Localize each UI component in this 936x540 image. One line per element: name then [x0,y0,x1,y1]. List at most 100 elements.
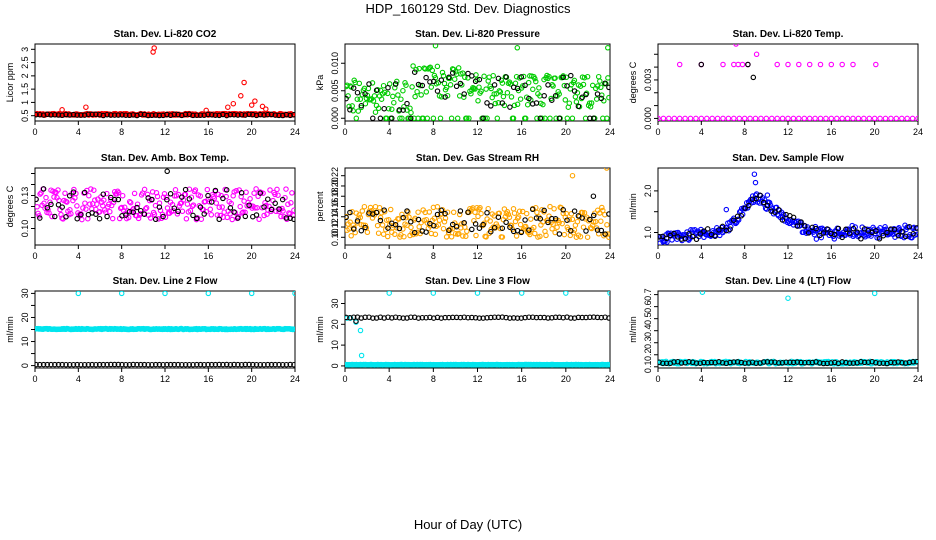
data-point [201,211,207,217]
data-point [575,103,582,110]
data-point [783,359,789,365]
y-axis-label: Licor ppm [5,63,15,103]
data-point [472,315,479,321]
data-point [850,115,856,121]
data-point [253,361,260,368]
data-point [560,74,566,81]
data-point [358,102,365,109]
data-point [283,361,290,368]
data-point [66,112,73,118]
chart-panel-4: Stan. Dev. Amb. Box Temp. 0 4 8 12 16 20 24 0.10… [5,153,300,261]
data-point [240,209,246,215]
data-point [483,86,489,92]
data-point [274,186,280,193]
data-point [408,115,414,121]
data-point [440,225,447,232]
data-point [491,314,498,320]
data-point [411,69,418,75]
data-point [70,361,77,368]
data-point [698,115,705,121]
data-point [806,61,813,68]
data-point [531,224,537,231]
data-point [354,89,361,96]
data-point [510,206,517,212]
data-point [253,186,259,192]
data-point [488,103,494,109]
data-point [115,196,122,203]
data-point [768,359,774,365]
x-tick-label: 24 [605,251,615,261]
y-tick-label: 0.10 [330,229,340,247]
data-point [55,112,62,118]
data-point [461,314,467,320]
data-point [48,361,54,368]
x-tick-label: 24 [913,127,923,137]
data-point [58,211,64,218]
data-point [603,168,610,171]
y-tick-label: 0 [20,363,30,368]
data-point [394,225,400,231]
data-point [577,233,584,240]
y-tick-label: 20 [330,319,340,329]
data-point [484,315,490,321]
data-point [96,111,103,118]
data-point [367,96,374,103]
data-point [880,232,887,239]
data-point [460,233,466,239]
data-point [42,205,48,211]
data-point [751,171,758,177]
data-point [358,227,365,234]
data-point [354,218,361,224]
data-points [658,171,918,245]
x-tick-label: 12 [160,374,170,384]
data-point [541,207,547,214]
data-point [501,206,508,212]
data-point [423,89,430,95]
data-point [899,115,905,121]
data-point [861,359,868,366]
data-point [461,94,467,100]
data-point [540,101,546,108]
data-point [123,112,129,118]
data-point [126,112,133,119]
x-tick-label: 24 [290,127,300,137]
x-tick-label: 8 [742,251,747,261]
data-point [460,70,466,76]
data-point [583,91,589,98]
data-point [588,100,595,106]
data-point [678,236,685,242]
data-point [354,96,361,102]
data-point [775,207,782,213]
data-point [392,81,399,87]
data-point [197,204,204,210]
data-point [409,84,415,90]
data-point [701,359,707,366]
data-point [532,75,538,82]
data-point [385,225,391,231]
data-point [66,193,73,199]
y-tick-label: 0.005 [330,79,340,102]
data-point [584,234,591,240]
data-point [594,91,601,97]
data-point [88,186,94,192]
data-point [404,222,410,228]
data-point [876,236,883,242]
data-point [480,315,486,321]
data-point [463,233,469,240]
data-point [914,231,918,238]
chart-panel-2: Stan. Dev. Li-820 Pressure 0 4 8 12 16 20 24 0.0… [315,29,615,137]
data-point [386,291,392,296]
data-point [606,211,610,217]
data-point [355,108,362,114]
data-point [835,225,842,232]
data-point [74,112,80,118]
data-point [229,216,235,223]
data-point [408,224,414,231]
data-point [831,231,838,238]
data-point [432,44,439,49]
data-point [292,291,295,297]
data-point [291,361,295,368]
data-point [362,91,368,97]
data-point [533,100,540,106]
data-point [345,95,349,102]
